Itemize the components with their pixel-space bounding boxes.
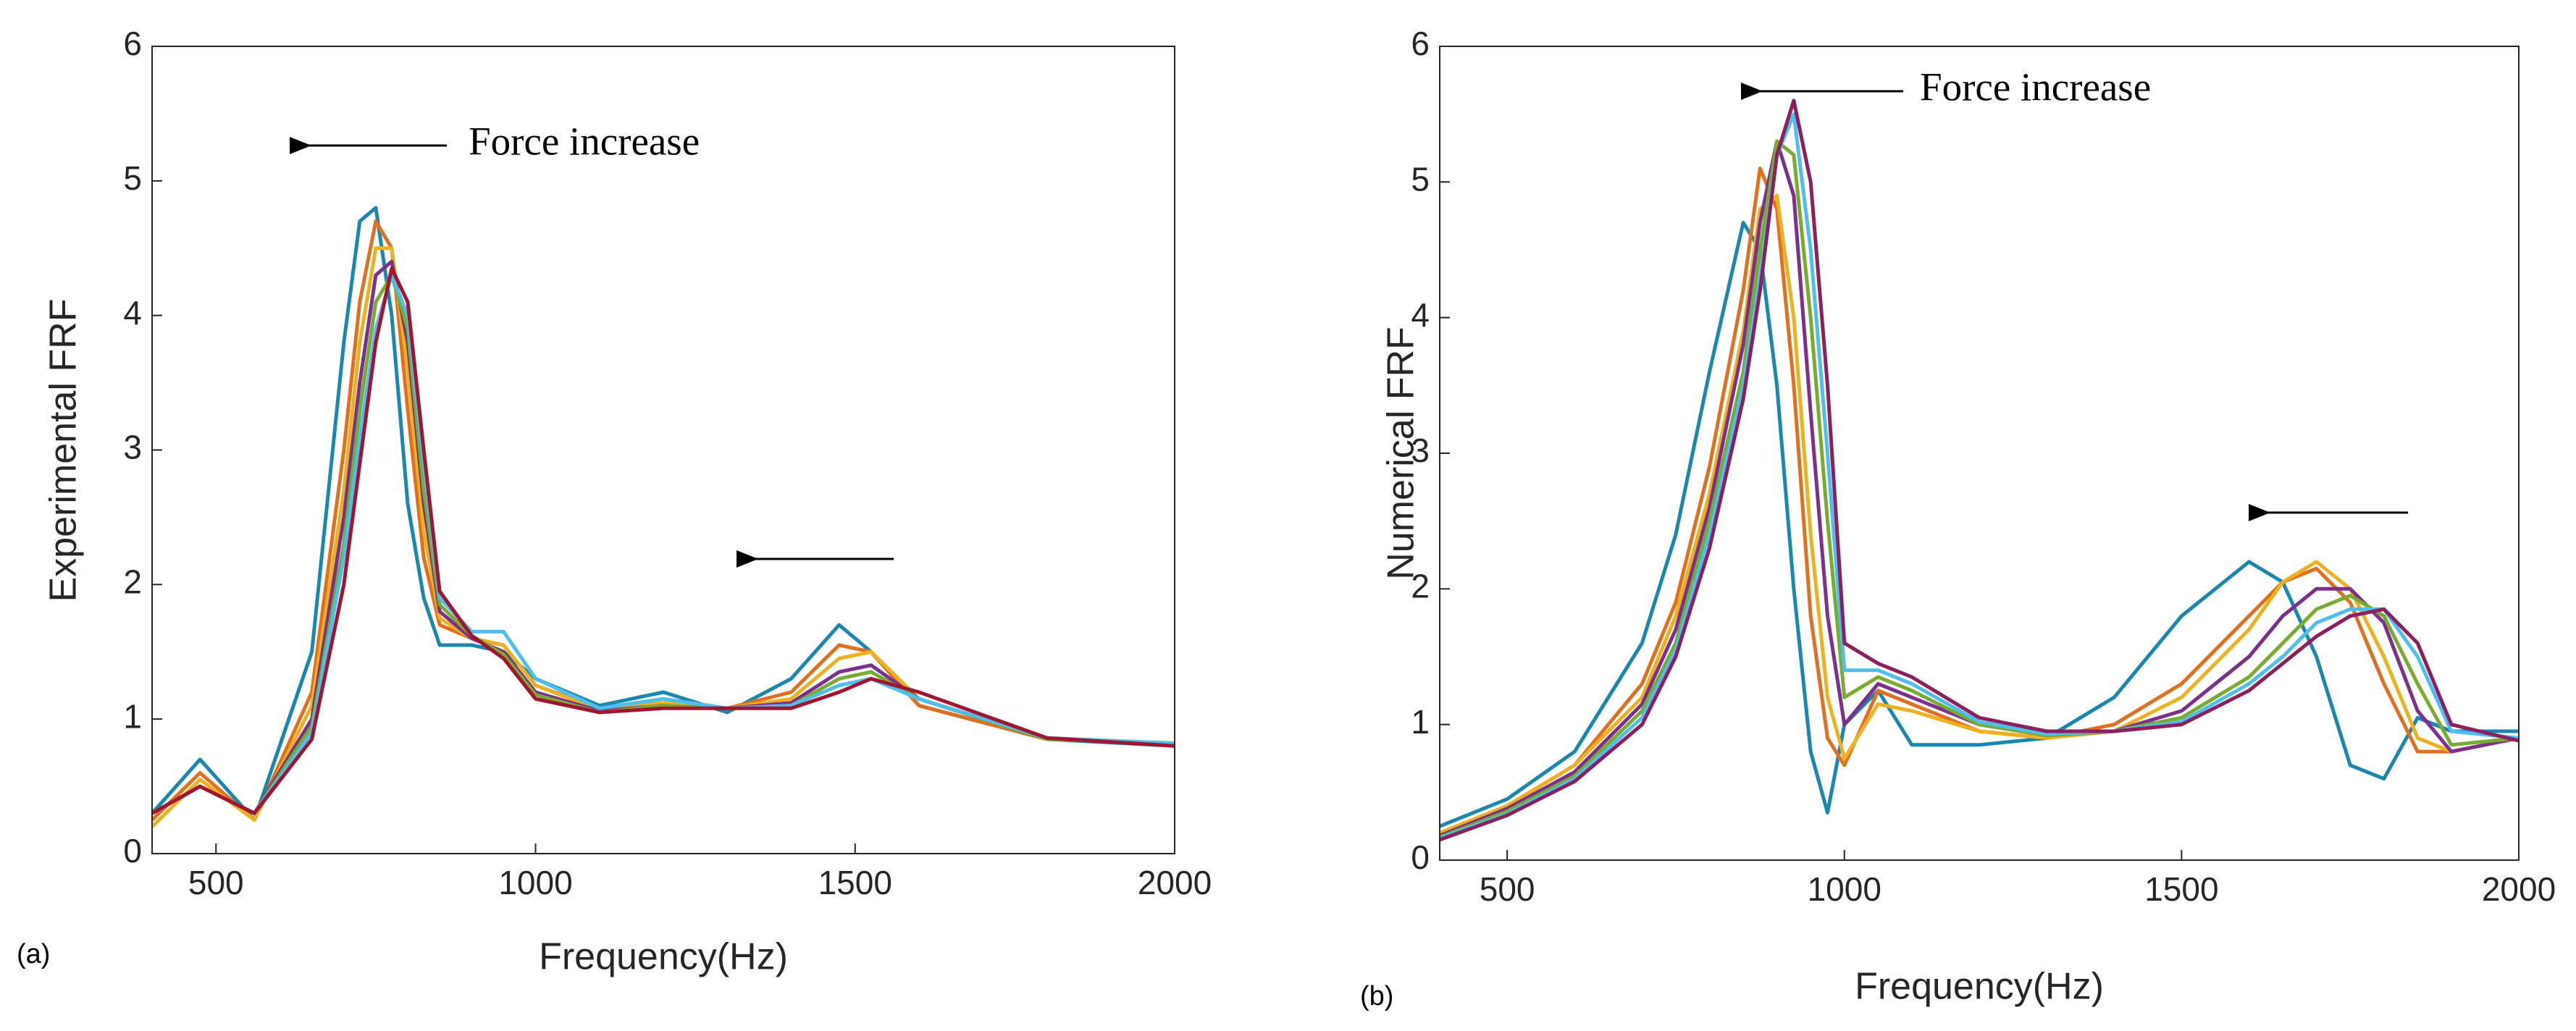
series-line (151, 266, 1175, 815)
x-tick-label: 1000 (1808, 870, 1881, 908)
annotation: Force increase (1920, 65, 2151, 109)
series-line (151, 259, 1175, 815)
x-axis-label: Frequency(Hz) (1855, 966, 2104, 1008)
y-tick-label: 1 (123, 697, 142, 735)
x-tick-label: 2000 (2482, 870, 2556, 908)
x-axis-label: Frequency(Hz) (539, 936, 788, 978)
series-line (151, 273, 1175, 815)
y-tick-label: 6 (123, 25, 142, 62)
panel-label: (b) (1360, 981, 1393, 1011)
y-tick-label: 4 (123, 294, 142, 332)
series-line (1439, 167, 2520, 835)
y-tick-label: 2 (1411, 567, 1430, 605)
panel-label: (a) (17, 939, 50, 969)
x-tick-label: 500 (188, 864, 244, 901)
y-axis-label: Experimental FRF (43, 299, 85, 602)
plot-frame (1439, 46, 2520, 861)
y-tick-label: 0 (1411, 838, 1430, 876)
y-axis-label: Numerical FRF (1380, 327, 1422, 580)
series-line (1439, 193, 2520, 835)
series-line (1439, 139, 2520, 838)
series-line (1439, 112, 2520, 841)
x-tick-label: 1500 (818, 864, 892, 901)
series-line (1439, 139, 2520, 839)
x-tick-label: 1000 (498, 864, 572, 901)
y-tick-label: 5 (123, 159, 142, 197)
annotation: Force increase (469, 119, 700, 164)
series-line (151, 273, 1175, 815)
y-tick-label: 6 (1411, 25, 1430, 62)
x-tick-label: 500 (1480, 870, 1535, 908)
y-tick-label: 5 (1411, 160, 1430, 198)
plot-frame (151, 46, 1175, 854)
y-tick-label: 1 (1411, 703, 1430, 741)
x-tick-label: 2000 (1138, 864, 1212, 901)
y-tick-label: 2 (123, 563, 142, 600)
y-tick-label: 3 (123, 429, 142, 466)
x-tick-label: 1500 (2144, 870, 2218, 908)
series-line (151, 206, 1175, 822)
y-tick-label: 4 (1411, 296, 1430, 334)
series-line (1439, 98, 2520, 842)
y-tick-label: 3 (1411, 432, 1430, 469)
y-tick-label: 0 (123, 832, 142, 870)
